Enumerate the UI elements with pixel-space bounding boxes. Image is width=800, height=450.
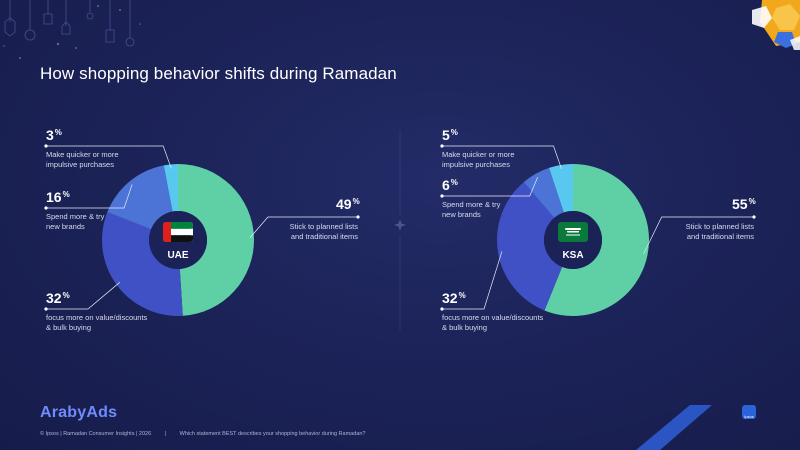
value-slice: [497, 182, 563, 311]
brands-percent-label: 16%: [46, 189, 70, 205]
lantern-icon: [4, 0, 135, 47]
brands-leader-dot: [440, 194, 444, 198]
impulsive-percent-label: 3%: [46, 127, 62, 143]
uae-center-label: UAE: [167, 250, 189, 261]
value-label: focus more on value/discounts & bulk buyi…: [442, 313, 544, 332]
sparkle-icon: [394, 219, 406, 231]
planned-percent-label: 55%: [732, 196, 756, 212]
planned-label: Stick to planned lists and traditional it…: [289, 222, 358, 241]
geometric-ornament-icon: [752, 0, 800, 50]
brands-slice: [523, 167, 564, 218]
brands-label: Spend more & try new brands: [46, 212, 105, 231]
accent-stripe: [636, 405, 712, 450]
footer-divider: |: [164, 431, 167, 437]
ksa-center-label: KSA: [562, 250, 584, 261]
brands-label: Spend more & try new brands: [442, 200, 501, 219]
value-leader-dot: [440, 307, 444, 311]
value-label: focus more on value/discounts & bulk buyi…: [46, 313, 148, 332]
impulsive-percent-label: 5%: [442, 127, 458, 143]
value-percent-label: 32%: [442, 290, 466, 306]
footer-source: © Ipsos | Ramadan Consumer Insights | 20…: [40, 431, 152, 437]
impulsive-slice: [163, 164, 178, 212]
impulsive-label: Make quicker or more impulsive purchases: [442, 150, 515, 169]
planned-leader-dot: [752, 215, 756, 219]
page-title: How shopping behavior shifts during Rama…: [40, 64, 397, 83]
impulsive-label: Make quicker or more impulsive purchases: [46, 150, 119, 169]
impulsive-leader-dot: [44, 144, 48, 148]
ipsos-logo: Ipsos: [742, 405, 756, 419]
footer: © Ipsos | Ramadan Consumer Insights | 20…: [40, 431, 377, 437]
planned-label: Stick to planned lists and traditional it…: [685, 222, 754, 241]
ksa-flag-icon: [558, 222, 588, 242]
planned-leader-dot: [356, 215, 360, 219]
star-icon: [3, 5, 141, 59]
arabyads-logo: ArabyAds: [40, 404, 118, 421]
value-percent-label: 32%: [46, 290, 70, 306]
footer-question: Which statement BEST describes your shop…: [179, 431, 366, 437]
value-leader-dot: [44, 307, 48, 311]
brands-slice: [107, 165, 173, 230]
impulsive-slice: [549, 164, 573, 213]
brands-percent-label: 6%: [442, 177, 458, 193]
impulsive-leader-dot: [440, 144, 444, 148]
planned-percent-label: 49%: [336, 196, 360, 212]
brands-leader-dot: [44, 206, 48, 210]
uae-flag-icon: [163, 222, 193, 242]
